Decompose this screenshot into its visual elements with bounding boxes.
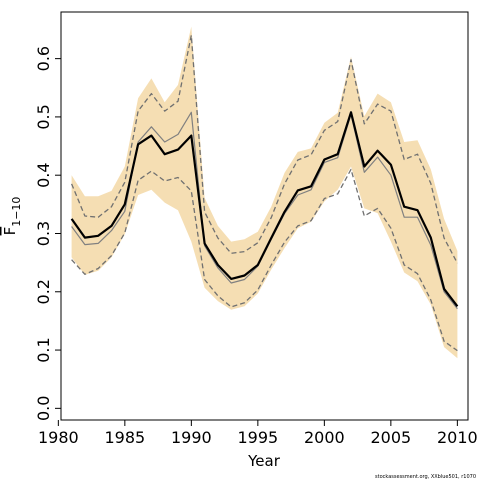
- y-tick-label: 0.2: [34, 279, 53, 304]
- x-tick-label: 1985: [104, 428, 145, 447]
- x-tick-label: 2005: [370, 428, 411, 447]
- x-axis: 1980 1985 1990 1995 2000 2005 2010: [38, 420, 478, 447]
- x-tick-label: 1995: [237, 428, 278, 447]
- y-tick-label: 0.5: [34, 104, 53, 129]
- plot-frame: [60, 11, 469, 421]
- y-tick-label: 0.6: [34, 46, 53, 71]
- x-tick-label: 2000: [304, 428, 345, 447]
- x-tick-label: 1980: [38, 428, 79, 447]
- x-tick-label: 2010: [437, 428, 478, 447]
- x-tick-label: 1990: [171, 428, 212, 447]
- y-tick-label: 0.4: [34, 162, 53, 187]
- y-axis-title: F1−10: [1, 197, 23, 236]
- y-tick-label: 0.1: [34, 337, 53, 362]
- y-axis: 0.0 0.1 0.2 0.3 0.4 0.5 0.6: [34, 46, 61, 421]
- x-axis-title: Year: [247, 452, 281, 470]
- y-axis-title-subscript: 1−10: [10, 197, 23, 227]
- y-axis-title-text: F1−10: [1, 197, 23, 236]
- series-line-line-3: [70, 34, 458, 264]
- y-tick-label: 0.0: [34, 396, 53, 421]
- y-axis-title-symbol: F: [1, 227, 19, 236]
- y-tick-label: 0.3: [34, 221, 53, 246]
- series-line-line-4: [71, 168, 458, 352]
- series-layer: [70, 34, 459, 352]
- confidence-band-layer: [71, 26, 458, 359]
- series-line-estimate: [70, 111, 459, 307]
- footnote: stockassessment.org, XXblue501, r1070: [375, 474, 476, 480]
- confidence-band: [71, 26, 458, 359]
